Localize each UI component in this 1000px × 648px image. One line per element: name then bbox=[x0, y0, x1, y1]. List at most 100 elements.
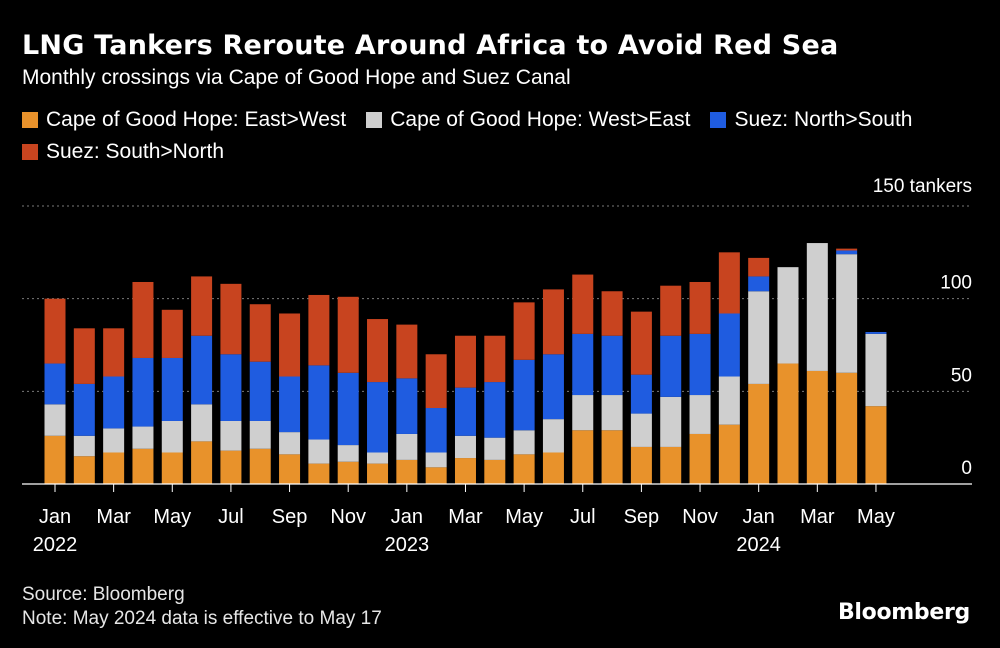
bar-segment-cape_east_west-7 bbox=[249, 448, 271, 484]
legend-label: Cape of Good Hope: East>West bbox=[46, 108, 347, 131]
bar-segment-suez_south_north-16 bbox=[513, 302, 535, 360]
y-tick-label-100: 100 bbox=[940, 273, 972, 294]
bar-segment-suez_south_north-0 bbox=[44, 298, 66, 364]
chart-title: LNG Tankers Reroute Around Africa to Avo… bbox=[22, 30, 839, 61]
footer-notes: Source: Bloomberg Note: May 2024 data is… bbox=[22, 583, 382, 631]
bar-segment-suez_south_north-4 bbox=[161, 309, 183, 358]
x-tick-label-month: Jul bbox=[570, 506, 596, 528]
legend-item-cape-east-west: Cape of Good Hope: East>West bbox=[22, 108, 346, 132]
x-tick-label-year: 2023 bbox=[385, 534, 430, 556]
bar-segment-cape_west_east-14 bbox=[454, 435, 476, 459]
x-tick-label-month: Mar bbox=[800, 506, 835, 528]
bar-segment-suez_north_south-15 bbox=[484, 382, 506, 438]
bar-segment-suez_south_north-1 bbox=[73, 328, 95, 384]
bar-segment-cape_east_west-26 bbox=[806, 370, 828, 484]
bar-segment-cape_east_west-12 bbox=[396, 459, 418, 484]
bar-segment-suez_north_south-6 bbox=[220, 354, 242, 421]
bar-segment-suez_north_south-2 bbox=[103, 376, 125, 429]
bar-segment-suez_north_south-18 bbox=[572, 333, 594, 396]
bar-segment-cape_west_east-8 bbox=[279, 432, 301, 455]
bar-segment-cape_west_east-15 bbox=[484, 437, 506, 460]
bar-segment-cape_east_west-22 bbox=[689, 433, 711, 484]
bar-segment-suez_north_south-19 bbox=[601, 335, 623, 396]
bar-segment-cape_west_east-13 bbox=[425, 452, 447, 468]
bar-segment-cape_east_west-24 bbox=[748, 383, 770, 484]
legend-label: Suez: South>North bbox=[46, 140, 225, 163]
bar-segment-cape_west_east-5 bbox=[191, 404, 213, 442]
bar-segment-cape_west_east-25 bbox=[777, 267, 799, 364]
bar-segment-cape_west_east-6 bbox=[220, 420, 242, 451]
y-tick-label-50: 50 bbox=[951, 365, 972, 386]
bar-segment-cape_east_west-3 bbox=[132, 448, 154, 484]
bar-segment-cape_east_west-15 bbox=[484, 459, 506, 484]
x-tick-label-month: Jan bbox=[743, 506, 775, 528]
bar-segment-suez_north_south-22 bbox=[689, 333, 711, 396]
bar-segment-cape_east_west-17 bbox=[542, 452, 564, 484]
bar-segment-cape_east_west-25 bbox=[777, 363, 799, 484]
bar-segment-cape_east_west-13 bbox=[425, 467, 447, 484]
bar-segment-suez_north_south-23 bbox=[718, 313, 740, 377]
x-tick-label-month: May bbox=[857, 506, 895, 528]
x-tick-label-month: Mar bbox=[448, 506, 483, 528]
bar-segment-cape_west_east-20 bbox=[630, 413, 652, 447]
bar-segment-cape_west_east-7 bbox=[249, 420, 271, 449]
bar-segment-suez_south_north-8 bbox=[279, 313, 301, 377]
bar-segment-suez_south_north-11 bbox=[367, 319, 389, 383]
bar-segment-suez_south_north-13 bbox=[425, 354, 447, 409]
legend-swatch-cape-west-east bbox=[366, 112, 383, 128]
bar-segment-cape_west_east-12 bbox=[396, 433, 418, 460]
bar-segment-suez_south_north-12 bbox=[396, 324, 418, 379]
bar-segment-cape_east_west-10 bbox=[337, 461, 359, 484]
bar-segment-cape_west_east-18 bbox=[572, 395, 594, 431]
bar-segment-cape_east_west-1 bbox=[73, 456, 95, 484]
bar-segment-cape_west_east-26 bbox=[806, 243, 828, 371]
bar-segment-cape_west_east-16 bbox=[513, 430, 535, 455]
bar-segment-suez_south_north-21 bbox=[660, 285, 682, 336]
bar-segment-cape_east_west-16 bbox=[513, 454, 535, 484]
bar-segment-cape_west_east-1 bbox=[73, 435, 95, 457]
bar-segment-suez_north_south-17 bbox=[542, 354, 564, 420]
bar-segment-cape_east_west-28 bbox=[865, 406, 887, 484]
source-note: Source: Bloomberg bbox=[22, 584, 185, 605]
x-tick-label-month: May bbox=[505, 506, 543, 528]
bar-segment-suez_south_north-22 bbox=[689, 281, 711, 334]
bar-segment-suez_north_south-0 bbox=[44, 363, 66, 405]
bar-segment-cape_west_east-4 bbox=[161, 420, 183, 453]
bar-segment-suez_south_north-7 bbox=[249, 304, 271, 362]
x-tick-label-year: 2022 bbox=[33, 534, 78, 556]
bar-segment-suez_north_south-11 bbox=[367, 382, 389, 453]
x-tick-label-year: 2024 bbox=[736, 534, 781, 556]
bar-segment-cape_west_east-17 bbox=[542, 419, 564, 453]
bar-segment-cape_east_west-6 bbox=[220, 450, 242, 484]
bar-segment-cape_west_east-19 bbox=[601, 395, 623, 431]
bar-segment-cape_west_east-2 bbox=[103, 428, 125, 453]
bar-segment-suez_north_south-27 bbox=[836, 250, 858, 255]
bar-segment-suez_north_south-3 bbox=[132, 357, 154, 427]
bar-segment-suez_north_south-16 bbox=[513, 359, 535, 431]
bar-segment-suez_north_south-7 bbox=[249, 361, 271, 421]
bar-segment-cape_east_west-23 bbox=[718, 424, 740, 484]
y-tick-label-150: 150 tankers bbox=[873, 176, 972, 197]
legend-item-suez-north-south: Suez: North>South bbox=[710, 108, 912, 132]
bloomberg-logo: Bloomberg bbox=[837, 600, 970, 625]
bar-segment-cape_east_west-27 bbox=[836, 372, 858, 484]
bar-segment-suez_north_south-8 bbox=[279, 376, 301, 433]
bar-segment-cape_west_east-23 bbox=[718, 376, 740, 425]
bar-segment-suez_north_south-28 bbox=[865, 332, 887, 334]
bar-segment-suez_north_south-24 bbox=[748, 276, 770, 292]
bar-segment-suez_north_south-21 bbox=[660, 335, 682, 397]
bar-segment-suez_north_south-5 bbox=[191, 335, 213, 405]
bar-segment-cape_east_west-18 bbox=[572, 430, 594, 484]
x-tick-label-month: Jan bbox=[391, 506, 423, 528]
x-tick-label-month: Sep bbox=[272, 506, 308, 528]
bar-segment-suez_north_south-10 bbox=[337, 372, 359, 446]
bar-segment-cape_west_east-9 bbox=[308, 439, 330, 464]
bar-segment-cape_east_west-19 bbox=[601, 430, 623, 484]
legend: Cape of Good Hope: East>West Cape of Goo… bbox=[22, 108, 982, 164]
chart-subtitle: Monthly crossings via Cape of Good Hope … bbox=[22, 66, 571, 89]
bar-segment-suez_south_north-10 bbox=[337, 296, 359, 373]
bar-segment-suez_south_north-3 bbox=[132, 281, 154, 358]
data-note: Note: May 2024 data is effective to May … bbox=[22, 608, 382, 629]
bar-segment-cape_west_east-10 bbox=[337, 445, 359, 462]
